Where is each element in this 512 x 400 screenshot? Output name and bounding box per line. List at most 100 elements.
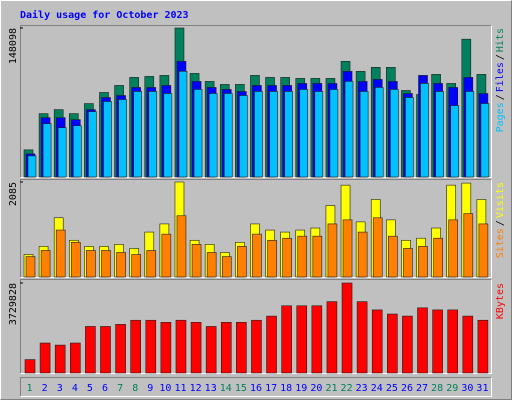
x-tick-label: 8 bbox=[132, 383, 138, 394]
x-tick-label: 20 bbox=[310, 383, 322, 394]
bar bbox=[85, 326, 96, 374]
legend: Pages / Files / Hits bbox=[495, 28, 506, 132]
bar bbox=[450, 105, 460, 178]
bar bbox=[131, 254, 141, 278]
bar bbox=[297, 235, 308, 278]
bar bbox=[54, 344, 66, 374]
bar bbox=[342, 219, 353, 278]
y-tick-label: 3729828 bbox=[8, 283, 19, 325]
bar bbox=[281, 305, 292, 374]
bar bbox=[327, 223, 338, 278]
bar bbox=[252, 233, 262, 278]
bar bbox=[145, 319, 157, 374]
bar bbox=[420, 83, 429, 178]
bar bbox=[176, 215, 187, 278]
bar bbox=[267, 239, 277, 278]
bar bbox=[220, 322, 232, 374]
bar bbox=[178, 71, 188, 178]
bar bbox=[371, 309, 383, 374]
bar bbox=[130, 319, 141, 374]
bar bbox=[269, 91, 278, 178]
bar bbox=[191, 244, 202, 278]
bar bbox=[163, 93, 173, 178]
bar bbox=[160, 322, 172, 374]
bar bbox=[341, 282, 353, 374]
bar bbox=[133, 91, 142, 178]
bar bbox=[372, 217, 383, 278]
x-tick-label: 15 bbox=[235, 383, 247, 394]
bar bbox=[477, 319, 489, 374]
bar bbox=[359, 91, 369, 178]
bar bbox=[284, 91, 293, 178]
bar bbox=[24, 359, 36, 374]
bar bbox=[433, 237, 443, 278]
bar bbox=[402, 315, 413, 374]
x-tick-label: 26 bbox=[401, 383, 413, 394]
bar bbox=[206, 252, 217, 278]
bar bbox=[175, 319, 187, 374]
bar bbox=[236, 322, 247, 374]
bar bbox=[266, 315, 277, 374]
x-tick-label: 5 bbox=[87, 383, 93, 394]
bar bbox=[146, 250, 157, 278]
bar bbox=[221, 256, 232, 278]
bar bbox=[193, 89, 203, 178]
bar bbox=[344, 81, 354, 178]
bar bbox=[448, 219, 459, 278]
bar bbox=[239, 95, 248, 178]
x-tick-label: 19 bbox=[295, 383, 307, 394]
bar bbox=[27, 155, 37, 178]
bar bbox=[387, 313, 398, 374]
x-tick-label: 10 bbox=[159, 383, 171, 394]
bar bbox=[72, 125, 82, 178]
bar bbox=[251, 319, 262, 374]
x-tick-label: 11 bbox=[174, 383, 186, 394]
chart-title: Daily usage for October 2023 bbox=[20, 9, 189, 21]
x-tick-label: 24 bbox=[371, 383, 383, 394]
bar bbox=[86, 250, 96, 278]
bar bbox=[312, 235, 323, 278]
legend-entry: KBytes bbox=[495, 283, 506, 319]
bar bbox=[463, 213, 474, 278]
bar bbox=[465, 91, 475, 178]
bar bbox=[417, 307, 428, 374]
x-tick-label: 4 bbox=[72, 383, 78, 394]
x-tick-label: 6 bbox=[102, 383, 108, 394]
legend: KBytes bbox=[495, 283, 506, 319]
x-tick-label: 28 bbox=[431, 383, 443, 394]
legend-separator: / bbox=[495, 54, 506, 60]
bar bbox=[314, 91, 324, 178]
x-tick-label: 29 bbox=[446, 383, 458, 394]
bar bbox=[296, 305, 308, 374]
bar bbox=[447, 309, 459, 374]
bar bbox=[390, 89, 399, 178]
legend-separator: / bbox=[495, 94, 506, 100]
bar bbox=[388, 235, 398, 278]
bar bbox=[70, 241, 81, 278]
x-tick-label: 22 bbox=[341, 383, 353, 394]
bar bbox=[311, 305, 323, 374]
bar bbox=[480, 103, 490, 178]
x-tick-label: 14 bbox=[220, 383, 232, 394]
bar bbox=[435, 91, 444, 178]
bar bbox=[432, 309, 443, 374]
x-tick-label: 31 bbox=[476, 383, 488, 394]
x-tick-label: 17 bbox=[265, 383, 277, 394]
legend-entry: Pages bbox=[495, 102, 506, 132]
x-tick-label: 25 bbox=[386, 383, 398, 394]
y-tick-label: 148098 bbox=[8, 28, 19, 64]
bar bbox=[208, 93, 218, 178]
bar bbox=[237, 246, 247, 278]
bar bbox=[116, 252, 126, 278]
x-tick-label: 7 bbox=[117, 383, 123, 394]
bar bbox=[148, 91, 158, 178]
legend-entry: Visits bbox=[495, 182, 506, 218]
bar bbox=[39, 342, 51, 374]
bar bbox=[282, 237, 292, 278]
bar bbox=[403, 248, 413, 278]
bar bbox=[118, 99, 127, 178]
bar bbox=[405, 97, 414, 178]
